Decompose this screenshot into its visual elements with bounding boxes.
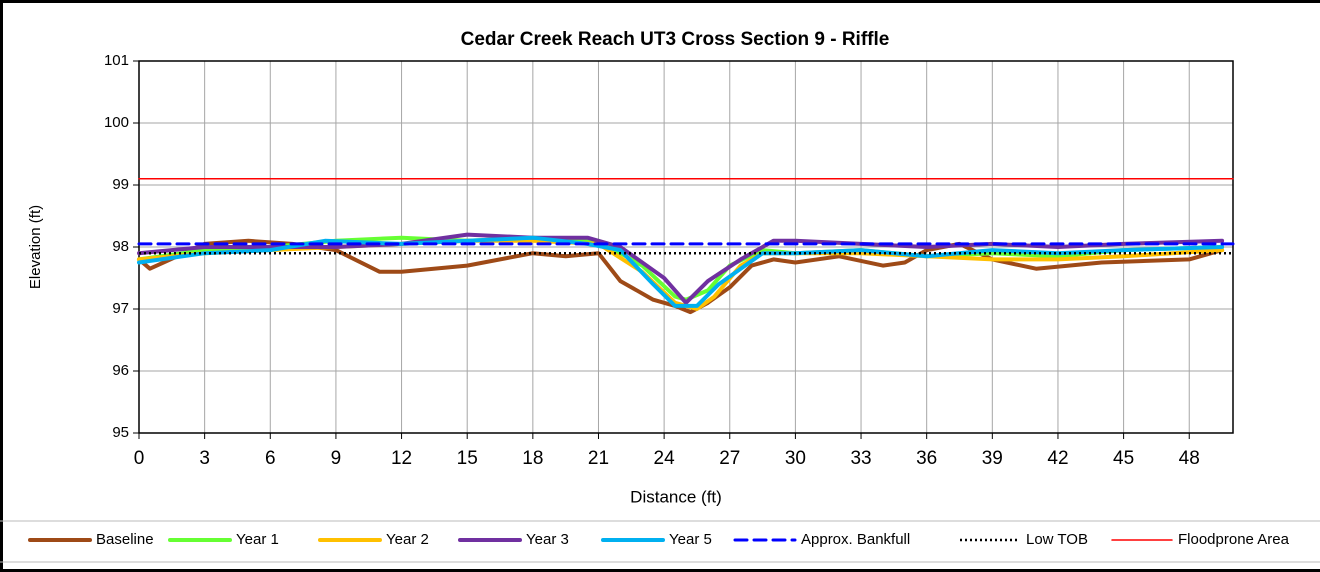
legend-label: Year 5 (669, 531, 712, 548)
x-tick-label: 48 (1179, 448, 1200, 469)
x-tick-label: 24 (654, 448, 676, 469)
chart-title: Cedar Creek Reach UT3 Cross Section 9 - … (461, 29, 890, 50)
y-tick-label: 98 (112, 238, 129, 255)
x-tick-label: 15 (457, 448, 478, 469)
legend-label: Approx. Bankfull (801, 531, 910, 548)
legend-label: Floodprone Area (1178, 531, 1290, 548)
x-tick-label: 18 (522, 448, 543, 469)
y-tick-label: 101 (104, 52, 129, 69)
y-tick-label: 100 (104, 114, 129, 131)
legend-label: Low TOB (1026, 531, 1088, 548)
legend-label: Year 2 (386, 531, 429, 548)
legend-label: Year 3 (526, 531, 569, 548)
y-tick-label: 96 (112, 362, 129, 379)
x-tick-label: 3 (199, 448, 210, 469)
y-tick-label: 97 (112, 300, 129, 317)
x-tick-label: 0 (134, 448, 145, 469)
y-tick-label: 99 (112, 176, 129, 193)
x-tick-label: 33 (850, 448, 871, 469)
x-tick-label: 30 (785, 448, 806, 469)
x-tick-label: 39 (982, 448, 1003, 469)
x-tick-label: 6 (265, 448, 276, 469)
y-axis-title: Elevation (ft) (27, 205, 44, 289)
x-tick-label: 12 (391, 448, 412, 469)
legend-label: Baseline (96, 531, 154, 548)
y-tick-label: 95 (112, 424, 129, 441)
x-tick-label: 9 (331, 448, 342, 469)
x-tick-label: 21 (588, 448, 609, 469)
x-tick-label: 45 (1113, 448, 1134, 469)
legend-label: Year 1 (236, 531, 279, 548)
series-line (137, 232, 1225, 305)
x-tick-label: 27 (719, 448, 740, 469)
x-tick-label: 36 (916, 448, 937, 469)
plot-area (138, 60, 1234, 434)
x-tick-label: 42 (1047, 448, 1068, 469)
x-axis-title: Distance (ft) (630, 487, 722, 506)
